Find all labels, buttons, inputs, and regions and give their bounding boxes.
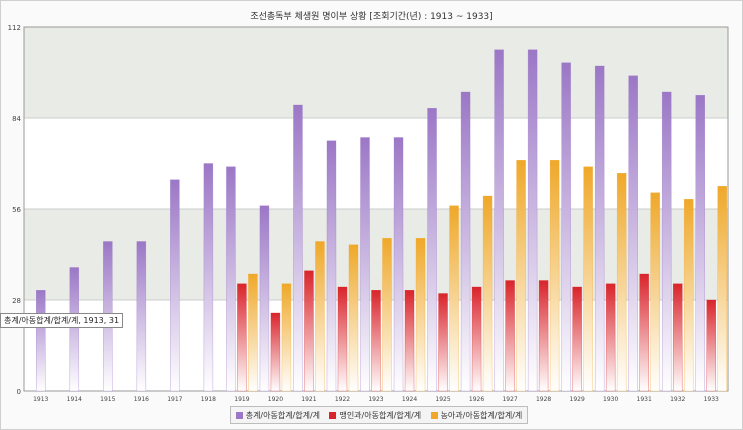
bar-blind-1930	[605, 283, 616, 392]
plot-band	[24, 27, 728, 118]
legend-item-blind[interactable]: 맹인과/아동합계/합계/계	[329, 410, 421, 421]
chart-tooltip: 총계/아동합계/합계/계, 1913, 31	[0, 313, 124, 328]
bar-deaf-1924	[415, 238, 426, 392]
bar-total-1921	[293, 104, 303, 392]
x-tick-label: 1929	[570, 396, 585, 403]
bar-deaf-1932	[683, 199, 694, 392]
bar-total-1932	[661, 91, 672, 392]
bar-deaf-1931	[650, 192, 660, 392]
x-tick-label: 1928	[536, 396, 551, 403]
bar-blind-1920	[270, 312, 281, 392]
bar-total-1919	[226, 166, 236, 392]
bar-total-1922	[326, 140, 337, 392]
bar-blind-1921	[304, 270, 314, 392]
bar-blind-1933	[706, 299, 716, 392]
x-tick-label: 1921	[301, 396, 316, 403]
bar-blind-1926	[471, 286, 482, 392]
x-tick-label: 1932	[670, 396, 685, 403]
legend-item-deaf[interactable]: 농아과/아동합계/합계/계	[430, 410, 523, 421]
bar-blind-1924	[404, 290, 415, 392]
bar-total-1926	[460, 91, 471, 392]
bar-blind-1919	[237, 283, 247, 392]
bar-total-1931	[628, 75, 638, 392]
x-tick-label: 1918	[201, 396, 216, 403]
bar-deaf-1926	[482, 195, 493, 392]
bar-deaf-1930	[616, 173, 627, 392]
legend-swatch-blind	[329, 411, 337, 419]
bar-blind-1927	[505, 280, 515, 392]
bar-deaf-1920	[281, 283, 292, 392]
bar-blind-1925	[438, 293, 448, 392]
bar-blind-1928	[538, 280, 549, 392]
bar-deaf-1923	[382, 238, 392, 392]
x-tick-label: 1927	[502, 396, 517, 403]
x-tick-label: 1916	[134, 396, 149, 403]
x-tick-label: 1913	[33, 396, 48, 403]
bar-total-1923	[360, 137, 370, 392]
x-tick-label: 1922	[335, 396, 350, 403]
x-tick-label: 1915	[100, 396, 115, 403]
x-tick-label: 1917	[167, 396, 182, 403]
bar-total-1916	[136, 241, 147, 392]
x-tick-label: 1923	[368, 396, 383, 403]
bar-blind-1931	[639, 273, 649, 392]
bar-deaf-1927	[516, 160, 526, 392]
bar-blind-1932	[672, 283, 683, 392]
bar-blind-1923	[371, 290, 381, 392]
bar-total-1914	[69, 267, 80, 392]
x-tick-label: 1931	[637, 396, 652, 403]
bar-total-1924	[393, 137, 404, 392]
y-tick-label: 0	[17, 388, 21, 396]
bar-deaf-1929	[583, 166, 593, 392]
x-tick-label: 1920	[268, 396, 283, 403]
legend-label-deaf: 농아과/아동합계/합계/계	[440, 410, 523, 420]
bar-deaf-1928	[549, 160, 560, 392]
x-tick-label: 1919	[234, 396, 249, 403]
bar-total-1917	[170, 179, 180, 392]
bar-deaf-1922	[348, 244, 359, 392]
bar-total-1929	[561, 62, 571, 392]
bar-total-1927	[494, 49, 504, 392]
x-tick-label: 1914	[67, 396, 82, 403]
x-tick-label: 1933	[704, 396, 719, 403]
y-tick-label: 56	[12, 206, 21, 214]
x-tick-label: 1925	[435, 396, 450, 403]
plot-band	[24, 118, 728, 209]
legend-swatch-deaf	[430, 411, 438, 419]
chart-title: 조선총독부 체생원 명이부 상황 [조회기간(년) : 1913 ~ 1933]	[250, 12, 493, 22]
legend-swatch-total	[235, 411, 243, 419]
y-tick-label: 28	[12, 297, 21, 305]
y-tick-label: 112	[8, 24, 21, 32]
legend-label-blind: 맹인과/아동합계/합계/계	[339, 410, 422, 420]
bar-deaf-1919	[248, 273, 258, 392]
bar-total-1918	[203, 163, 214, 392]
legend-item-total[interactable]: 총계/아동합계/합계/계	[235, 410, 321, 421]
bar-blind-1929	[572, 286, 582, 392]
bar-deaf-1925	[449, 205, 459, 392]
bar-deaf-1933	[717, 186, 727, 392]
x-tick-label: 1926	[469, 396, 484, 403]
x-tick-label: 1930	[603, 396, 618, 403]
bar-total-1920	[259, 205, 270, 392]
chart-legend: 총계/아동합계/합계/계 맹인과/아동합계/합계/계 농아과/아동합계/합계/계	[230, 406, 528, 424]
bar-total-1930	[594, 65, 605, 392]
bar-total-1928	[527, 49, 538, 392]
x-tick-label: 1924	[402, 396, 417, 403]
legend-label-total: 총계/아동합계/합계/계	[245, 410, 321, 420]
bar-total-1925	[427, 108, 437, 392]
bar-total-1933	[695, 95, 705, 392]
bar-deaf-1921	[315, 241, 325, 392]
y-tick-label: 84	[12, 115, 21, 123]
bar-total-1913	[36, 290, 46, 392]
bar-blind-1922	[337, 286, 348, 392]
